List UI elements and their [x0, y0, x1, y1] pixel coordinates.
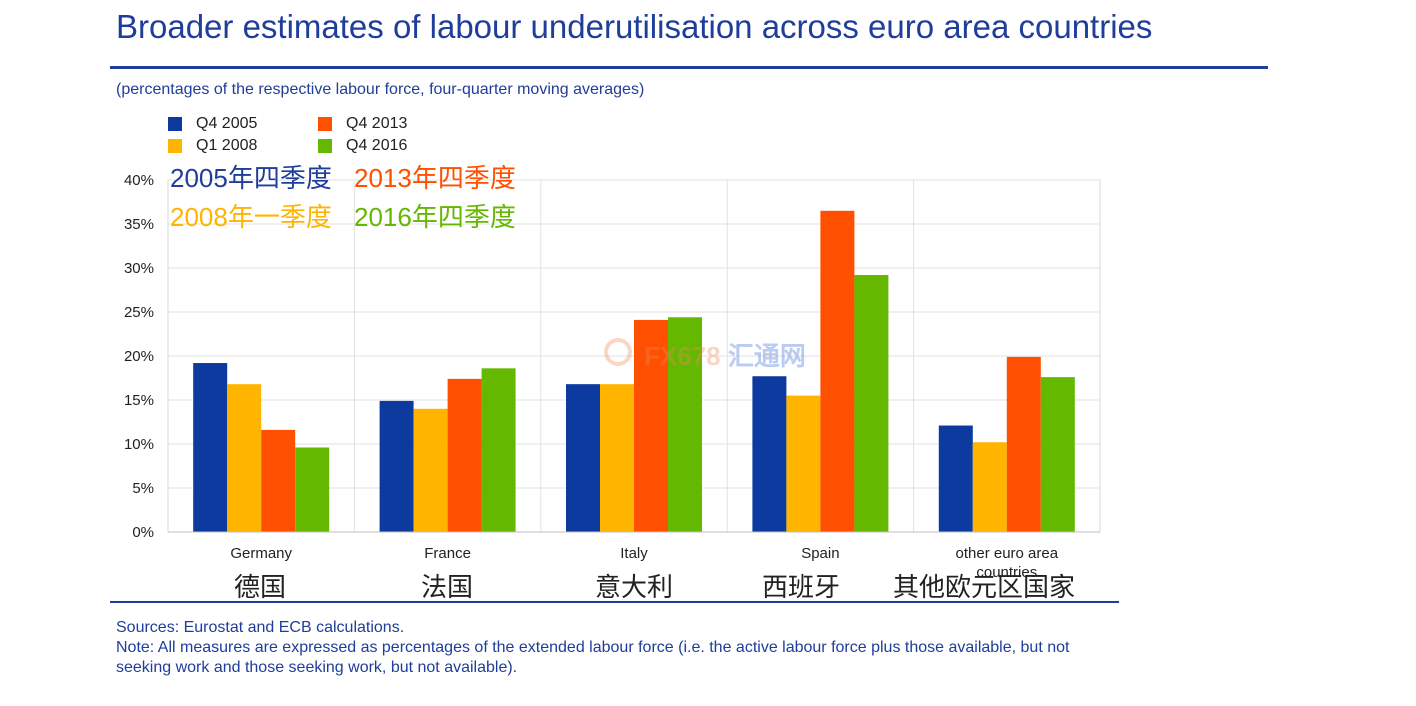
cn-legend-2005: 2005年四季度	[170, 163, 332, 193]
footer-rule	[110, 601, 1119, 603]
y-tick-label: 0%	[132, 524, 154, 541]
legend: Q4 2005 Q4 2013 Q1 2008 Q4 2016	[168, 114, 468, 158]
x-category-label: Italy	[620, 545, 648, 562]
bar	[938, 425, 973, 532]
y-tick-label: 25%	[124, 304, 154, 321]
bar	[752, 376, 787, 532]
x-category-label: Germany	[230, 545, 292, 562]
source-note: Sources: Eurostat and ECB calculations.	[116, 619, 405, 636]
bar	[481, 368, 516, 532]
chart-subtitle: (percentages of the respective labour fo…	[116, 81, 645, 98]
category-cn-label: 意大利	[594, 572, 674, 602]
bar	[634, 319, 668, 532]
category-cn-label: 法国	[420, 572, 474, 602]
legend-label: Q4 2013	[346, 115, 408, 132]
y-tick-label: 20%	[124, 348, 154, 365]
bar	[820, 210, 855, 533]
title-rule	[110, 66, 1268, 69]
category-cn-label: 西班牙	[761, 572, 841, 602]
bar	[295, 447, 330, 532]
y-tick-label: 15%	[124, 392, 154, 409]
y-tick-label: 5%	[132, 480, 154, 497]
watermark-logo: FX678 汇通网	[604, 336, 814, 373]
watermark-text-a: FX678	[644, 341, 721, 371]
legend-label: Q4 2016	[346, 137, 408, 154]
chart-title: Broader estimates of labour underutilisa…	[116, 8, 1153, 45]
legend-swatch	[168, 117, 182, 131]
legend-swatch	[318, 117, 332, 131]
bar	[1040, 377, 1075, 532]
x-category-label: other euro area	[956, 545, 1059, 562]
watermark-text: FX678 汇通网	[644, 336, 806, 373]
y-tick-label: 40%	[124, 172, 154, 189]
bar	[668, 317, 702, 532]
bar	[1006, 356, 1041, 532]
bar	[447, 378, 482, 532]
bar	[566, 384, 600, 532]
x-category-label: Spain	[801, 545, 839, 562]
footnote: Note: All measures are expressed as perc…	[116, 639, 1070, 676]
legend-label: Q4 2005	[196, 115, 258, 132]
y-tick-label: 35%	[124, 216, 154, 233]
category-cn-label: 其他欧元区国家	[892, 572, 1076, 602]
y-tick-label: 30%	[124, 260, 154, 277]
x-category-label: France	[424, 545, 471, 562]
bar	[786, 395, 821, 532]
legend-swatch	[318, 139, 332, 153]
cn-legend-2008: 2008年一季度	[170, 202, 332, 232]
category-cn-label: 德国	[233, 572, 287, 602]
bar	[379, 400, 414, 532]
legend-swatch	[168, 139, 182, 153]
bar	[854, 275, 889, 532]
swirl-icon	[604, 338, 632, 366]
bar	[972, 442, 1007, 532]
bar	[227, 384, 262, 532]
y-tick-label: 10%	[124, 436, 154, 453]
bar	[261, 429, 296, 532]
cn-legend-2016: 2016年四季度	[354, 202, 516, 232]
cn-legend-2013: 2013年四季度	[354, 163, 516, 193]
bar	[413, 408, 448, 532]
watermark-text-b: 汇通网	[727, 341, 806, 371]
x-category-label: countries	[976, 564, 1037, 581]
bar	[193, 363, 228, 532]
legend-label: Q1 2008	[196, 137, 258, 154]
bar	[600, 384, 634, 532]
